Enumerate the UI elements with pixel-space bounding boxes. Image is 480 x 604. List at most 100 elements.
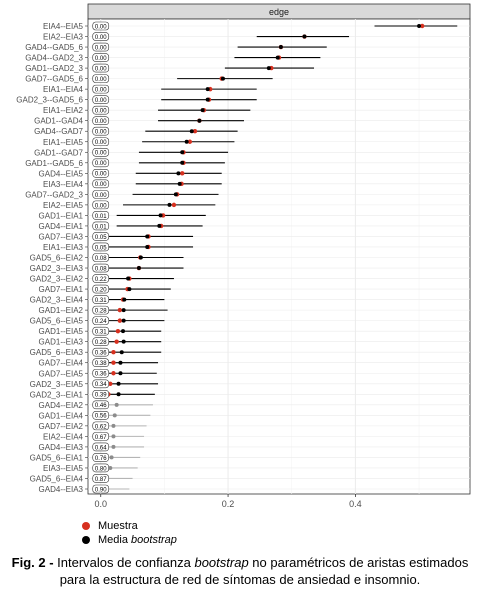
mean-point bbox=[180, 160, 185, 165]
q-label-box bbox=[92, 221, 110, 231]
q-label: 0.34 bbox=[95, 382, 107, 388]
q-label-box bbox=[92, 442, 110, 452]
edge-label: GAD5_6--EIA3 bbox=[30, 348, 84, 357]
q-label: 0.22 bbox=[95, 277, 107, 283]
q-label-box bbox=[92, 274, 110, 283]
sample-point bbox=[180, 171, 185, 176]
q-label-box bbox=[92, 368, 110, 378]
q-label-box bbox=[92, 74, 110, 83]
edge-label: EIA2--EIA5 bbox=[43, 201, 84, 210]
edge-label: EIA3--EIA4 bbox=[43, 180, 84, 189]
edge-label: EIA1--EIA5 bbox=[43, 138, 84, 147]
mean-point bbox=[121, 329, 126, 334]
sample-point bbox=[114, 339, 119, 344]
q-label: 0.28 bbox=[95, 340, 107, 346]
q-label-box bbox=[92, 116, 110, 126]
x-tick-label: 0.0 bbox=[94, 499, 107, 509]
q-label: 0.00 bbox=[95, 140, 107, 146]
edge-label: GAD1--GAD2_3 bbox=[25, 64, 83, 73]
q-label: 0.00 bbox=[95, 88, 107, 94]
sample-point bbox=[117, 318, 123, 323]
mean-point bbox=[126, 276, 131, 281]
edge-label: GAD5_6--EIA1 bbox=[30, 453, 84, 462]
plot-panel bbox=[87, 18, 471, 495]
q-label-box bbox=[92, 42, 110, 52]
q-label-box bbox=[92, 347, 110, 357]
mean-point bbox=[111, 434, 116, 439]
q-label-box bbox=[92, 253, 110, 262]
sample-point bbox=[111, 350, 116, 355]
legend-item-mean: Media bootstrap bbox=[82, 533, 177, 547]
edge-label: EIA1--EIA3 bbox=[43, 243, 84, 252]
q-label-box bbox=[92, 411, 110, 420]
mean-point bbox=[157, 223, 162, 228]
mean-point bbox=[417, 24, 422, 28]
mean-point bbox=[158, 213, 163, 218]
q-label-box bbox=[92, 389, 110, 399]
edge-label: GAD1--GAD4 bbox=[34, 117, 83, 126]
mean-point bbox=[197, 118, 202, 123]
mean-point bbox=[111, 423, 116, 428]
edge-label: GAD4--EIA1 bbox=[39, 222, 84, 231]
q-label: 0.56 bbox=[95, 414, 107, 420]
q-label-box bbox=[92, 379, 110, 389]
q-label-box bbox=[92, 126, 110, 136]
sample-point bbox=[420, 23, 425, 29]
edge-label: GAD5_6--EIA4 bbox=[30, 474, 84, 483]
edge-label: EIA3--EIA5 bbox=[43, 464, 84, 473]
q-label: 0.31 bbox=[95, 330, 107, 336]
q-label-box bbox=[92, 84, 110, 94]
x-tick-label: 0.4 bbox=[349, 499, 362, 509]
mean-point bbox=[275, 55, 280, 60]
q-label: 0.00 bbox=[95, 130, 107, 136]
q-label-box bbox=[92, 463, 110, 473]
q-label-box bbox=[92, 105, 110, 115]
q-label: 0.00 bbox=[95, 77, 107, 83]
q-label: 0.00 bbox=[95, 203, 107, 209]
q-label: 0.46 bbox=[95, 403, 107, 409]
mean-point bbox=[302, 34, 307, 39]
mean-point bbox=[189, 129, 194, 134]
q-label-box bbox=[92, 190, 110, 199]
edge-label: GAD2_3--EIA2 bbox=[30, 275, 84, 284]
q-label-box bbox=[92, 147, 110, 157]
edge-label: EIA1--EIA4 bbox=[43, 85, 84, 94]
mean-point bbox=[112, 413, 117, 418]
edge-label: GAD4--EIA3 bbox=[39, 485, 84, 494]
q-label: 0.05 bbox=[95, 235, 107, 241]
sample-point bbox=[111, 360, 116, 365]
q-label: 0.64 bbox=[95, 445, 107, 451]
mean-point bbox=[177, 181, 182, 186]
q-label: 0.62 bbox=[95, 424, 107, 430]
sample-point bbox=[192, 129, 198, 134]
mean-point bbox=[205, 87, 210, 92]
sample-point bbox=[111, 371, 116, 376]
mean-point bbox=[111, 444, 116, 449]
edge-label: GAD7--GAD5_6 bbox=[25, 75, 83, 84]
edge-bootstrap-chart: edge 0.0 0.2 0.4 EIA4--EIA5 0.00 EIA2--EIA3 0.0… bbox=[16, 3, 471, 509]
q-label: 0.00 bbox=[95, 66, 107, 72]
edge-label: GAD1--GAD7 bbox=[34, 148, 83, 157]
q-label: 0.00 bbox=[95, 35, 107, 41]
edge-label: GAD5_6--EIA5 bbox=[30, 317, 84, 326]
edge-label: EIA2--EIA3 bbox=[43, 33, 84, 42]
q-label: 0.80 bbox=[95, 466, 107, 472]
q-label-box bbox=[92, 53, 110, 62]
legend-sample-label: Muestra bbox=[98, 520, 138, 532]
q-label: 0.87 bbox=[95, 477, 107, 483]
edge-label: GAD7--EIA1 bbox=[39, 285, 84, 294]
q-label: 0.01 bbox=[95, 224, 107, 230]
mean-point bbox=[220, 76, 225, 81]
q-label-box bbox=[92, 421, 110, 431]
q-label-box bbox=[92, 63, 110, 73]
mean-point bbox=[167, 202, 172, 207]
mean-point bbox=[108, 465, 113, 470]
x-tick-label: 0.2 bbox=[222, 499, 235, 509]
q-label-box bbox=[92, 179, 110, 189]
mean-point bbox=[116, 392, 121, 397]
sample-point bbox=[115, 328, 121, 334]
q-label: 0.00 bbox=[95, 109, 107, 115]
q-label: 0.67 bbox=[95, 435, 107, 441]
q-label: 0.39 bbox=[95, 393, 107, 399]
q-label-box bbox=[92, 95, 110, 104]
